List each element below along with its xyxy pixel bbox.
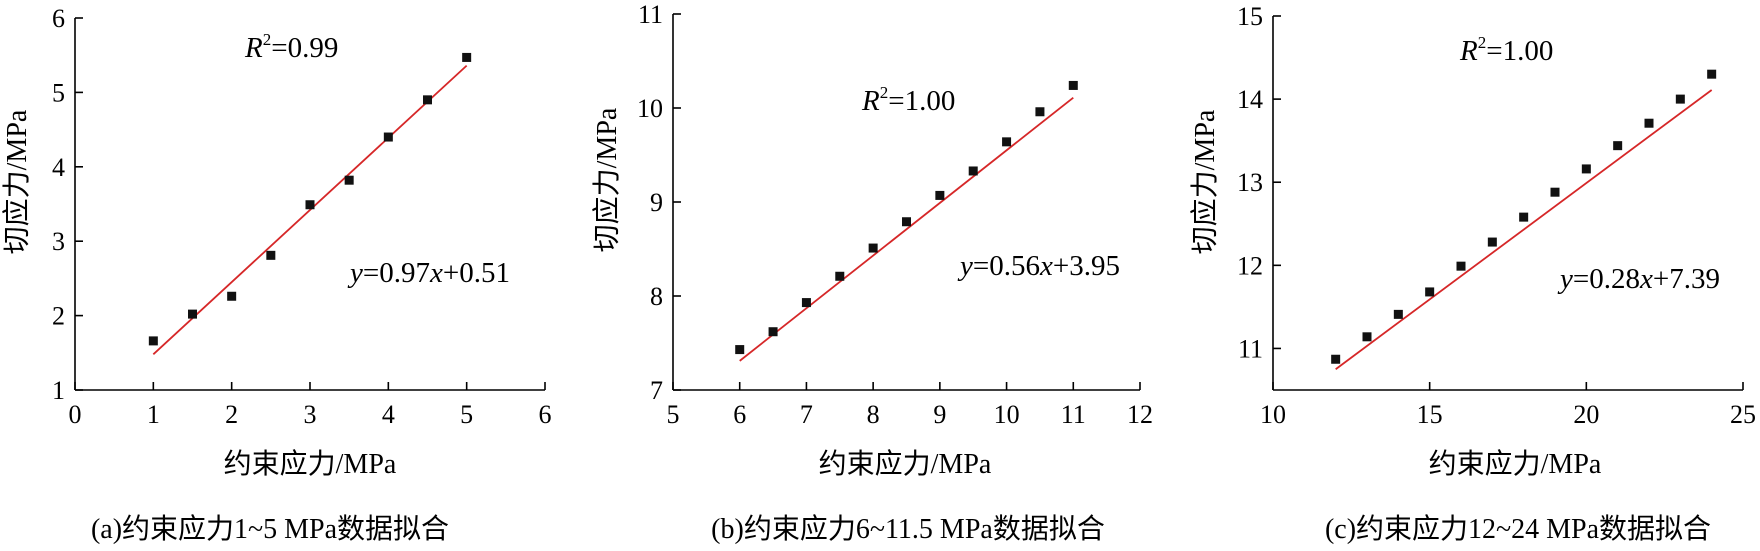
panel-b-data-point xyxy=(868,243,878,253)
panel-b-x-tick-label: 7 xyxy=(800,400,813,429)
panel-b-data-point xyxy=(968,166,978,176)
panel-b-data-point xyxy=(735,345,745,355)
panel-a-y-tick-label: 6 xyxy=(52,4,65,33)
panel-b-y-tick-label: 10 xyxy=(637,94,663,123)
panel-b-fit-equation: y=0.56x+3.95 xyxy=(957,250,1120,282)
panel-c-y-axis-title: 切应力/MPa xyxy=(1189,109,1221,254)
panel-b-marks: 5 6 7 8 9 10 11 12 7 8 9 10 11 xyxy=(637,0,1153,429)
panel-b-y-tick-label: 9 xyxy=(650,188,663,217)
panel-a-x-tick-label: 0 xyxy=(69,400,82,429)
panel-b-y-tick-label: 7 xyxy=(650,376,663,405)
panel-a-data-point xyxy=(148,336,158,346)
panel-c-data-point xyxy=(1362,332,1372,342)
panel-b-x-tick-label: 5 xyxy=(667,400,680,429)
panel-a-fit-line xyxy=(152,64,468,355)
panel-b-x-tick-label: 11 xyxy=(1061,400,1086,429)
panel-b-x-tick-label: 12 xyxy=(1127,400,1153,429)
panel-c-data-point xyxy=(1393,309,1403,319)
panel-b-data-point xyxy=(902,217,911,227)
panel-c-data-point xyxy=(1487,237,1497,247)
panel-a-fit-equation: y=0.97x+0.51 xyxy=(347,257,510,289)
panel-b-data-point xyxy=(1002,137,1012,147)
panel-c-x-axis-title: 约束应力/MPa xyxy=(1429,448,1602,480)
panel-a-x-tick-label: 3 xyxy=(304,400,317,429)
panel-a-r2-label: R2=0.99 xyxy=(244,30,338,64)
panel-b-r2-label: R2=1.00 xyxy=(861,83,955,117)
panel-b-x-tick-label: 6 xyxy=(733,400,746,429)
panel-c-data-point xyxy=(1675,94,1685,104)
panel-c-data-point xyxy=(1550,187,1560,197)
panel-b-data-point xyxy=(835,271,845,281)
panel-b-data-point xyxy=(1035,107,1045,117)
panel-b-caption: (b)约束应力6~11.5 MPa数据拟合 xyxy=(711,513,1105,545)
panel-a-x-tick-label: 4 xyxy=(382,400,395,429)
panel-c-data-point xyxy=(1644,118,1654,128)
panel-b-x-tick-label: 9 xyxy=(933,400,946,429)
panel-c-x-tick-label: 20 xyxy=(1573,400,1599,429)
panel-b-y-tick-label: 11 xyxy=(638,0,663,29)
panel-c-marks: 10 15 20 25 11 12 13 14 15 xyxy=(1237,2,1756,429)
panel-a-data-point xyxy=(462,52,472,62)
panel-a-x-tick-label: 2 xyxy=(225,400,238,429)
panel-c-data-point xyxy=(1707,69,1717,79)
panel-a-caption: (a)约束应力1~5 MPa数据拟合 xyxy=(91,513,449,545)
panel-c-data-point xyxy=(1613,141,1623,151)
panel-c-y-tick-label: 12 xyxy=(1237,251,1263,280)
panel-b-x-tick-label: 8 xyxy=(867,400,880,429)
panel-b-fit-line xyxy=(739,96,1074,362)
panel-c-fit-equation: y=0.28x+7.39 xyxy=(1557,263,1720,295)
panel-a-x-axis-title: 约束应力/MPa xyxy=(224,448,397,480)
panel-a-y-tick-label: 5 xyxy=(52,78,65,107)
panel-b-y-tick-label: 8 xyxy=(650,282,663,311)
panel-b-x-tick-label: 10 xyxy=(994,400,1020,429)
panel-a-data-point xyxy=(383,132,393,142)
panel-a-y-tick-label: 4 xyxy=(52,153,65,182)
panel-a-data-point xyxy=(344,175,354,185)
panel-c-r2-label: R2=1.00 xyxy=(1459,33,1553,67)
panel-a-y-tick-label: 1 xyxy=(52,376,65,405)
panel-b-x-axis-title: 约束应力/MPa xyxy=(819,448,992,480)
panel-c-data-point xyxy=(1331,354,1341,364)
panel-a-y-tick-label: 3 xyxy=(52,227,65,256)
panel-c-data-point xyxy=(1519,212,1529,222)
panel-a-x-tick-label: 5 xyxy=(460,400,473,429)
panel-a-x-tick-label: 6 xyxy=(539,400,552,429)
panel-a-x-tick-label: 1 xyxy=(147,400,160,429)
panel-c-y-tick-label: 13 xyxy=(1237,168,1263,197)
panel-a-y-axis-title: 切应力/MPa xyxy=(1,109,33,254)
panel-c-data-point xyxy=(1456,261,1466,271)
panel-a-data-point xyxy=(266,250,276,260)
panel-b-y-axis-title: 切应力/MPa xyxy=(591,107,623,252)
panel-c-y-tick-label: 14 xyxy=(1237,85,1263,114)
panel-a-y-tick-label: 2 xyxy=(52,302,65,331)
panel-c-x-tick-label: 25 xyxy=(1730,400,1756,429)
panel-b-data-point xyxy=(801,298,811,308)
panel-c-fit-line xyxy=(1335,89,1713,370)
panel-b-data-point xyxy=(1068,80,1078,90)
panel-b-data-point xyxy=(768,327,778,337)
panel-c-y-tick-label: 15 xyxy=(1237,2,1263,31)
panel-c-x-tick-label: 15 xyxy=(1417,400,1443,429)
panel-a-data-point xyxy=(188,309,197,319)
panel-b-data-point xyxy=(935,190,945,200)
panel-a-data-point xyxy=(227,291,237,301)
panel-a-data-point xyxy=(305,200,315,210)
panel-c-x-tick-label: 10 xyxy=(1260,400,1286,429)
panel-c-data-point xyxy=(1425,287,1435,297)
panel-a-data-point xyxy=(423,95,432,105)
panel-c-y-tick-label: 11 xyxy=(1238,334,1263,363)
panel-c-caption: (c)约束应力12~24 MPa数据拟合 xyxy=(1325,513,1711,545)
panel-c-data-point xyxy=(1581,164,1591,174)
